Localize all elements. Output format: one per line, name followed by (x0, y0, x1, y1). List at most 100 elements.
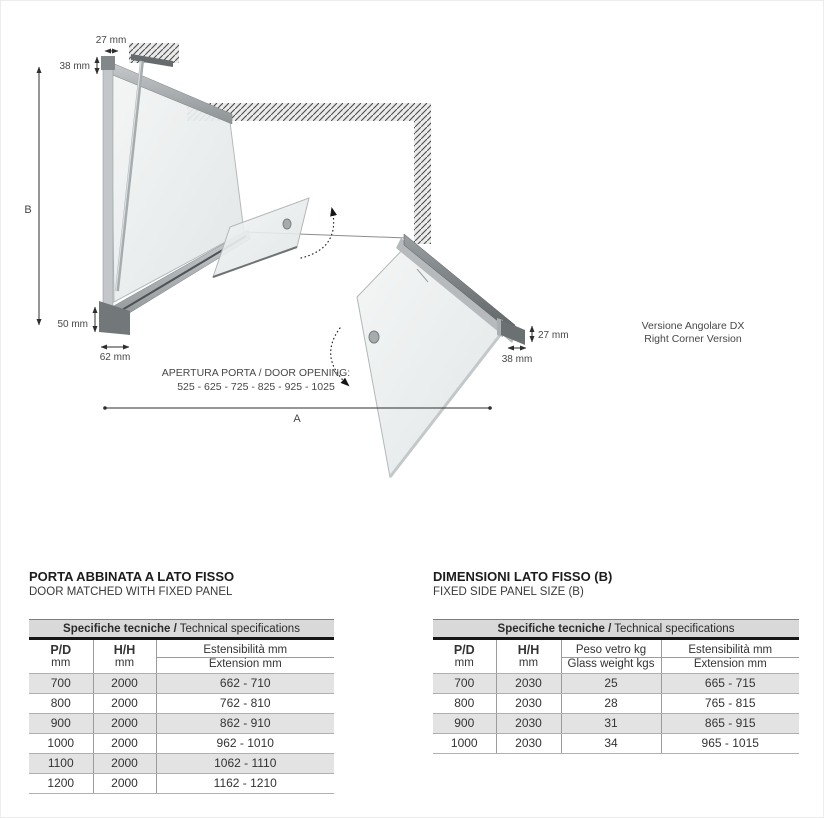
label-38mm-right: 38 mm (502, 354, 533, 365)
cell: 2000 (92, 693, 156, 714)
table-band: Specifiche tecniche / Technical specific… (29, 619, 334, 640)
label-38mm-top: 38 mm (59, 61, 90, 72)
table-row: 800 2030 28 765 - 815 (433, 693, 799, 714)
col-header: Estensibilità mm (155, 638, 334, 658)
hinged-door-right (356, 233, 525, 479)
label-27mm-top: 27 mm (96, 35, 127, 46)
cell: 862 - 910 (155, 713, 334, 734)
cell: 765 - 815 (660, 693, 799, 714)
cell: 800 (433, 693, 496, 714)
band-rest: Technical specifications (176, 623, 300, 635)
ceiling-mount-bar (131, 54, 173, 67)
door-handle-knob (368, 330, 380, 344)
cell: 1200 (29, 773, 93, 794)
door-opening-note-line1: APERTURA PORTA / DOOR OPENING: (162, 367, 350, 379)
cell: 865 - 915 (660, 713, 799, 734)
cell: 2000 (92, 713, 156, 734)
wall-profile-cap (101, 56, 115, 70)
cell: 800 (29, 693, 93, 714)
right-wall-hatch (414, 103, 431, 244)
col-unit: mm (92, 657, 156, 674)
col-header: H/H (495, 638, 561, 657)
cell: 1100 (29, 753, 93, 774)
table-row: 1100 2000 1062 - 1110 (29, 753, 334, 774)
label-50mm: 50 mm (57, 319, 88, 330)
col-header: Estensibilità mm (660, 638, 799, 658)
door-swing-arrow-up (300, 207, 337, 259)
top-wall-hatch (187, 103, 431, 121)
col-header: P/D (50, 643, 72, 657)
cell: 900 (29, 713, 93, 734)
cell: 2030 (495, 673, 561, 694)
cell: 25 (560, 673, 661, 694)
extension-rail-light (396, 238, 517, 343)
table-row: 900 2000 862 - 910 (29, 713, 334, 734)
door-edge-rail (212, 246, 298, 278)
door-opening-note-line2: 525 - 625 - 725 - 825 - 925 - 1025 (177, 381, 335, 393)
cell: 2030 (495, 693, 561, 714)
table-row: 1200 2000 1162 - 1210 (29, 773, 334, 794)
left-table-title: PORTA ABBINATA A LATO FISSO (29, 569, 235, 584)
door-front-edge (388, 329, 506, 478)
table-row: 1000 2000 962 - 1010 (29, 733, 334, 754)
col-unit: mm (495, 657, 561, 674)
dim-endpoint (103, 406, 107, 410)
floor-shoe (99, 301, 130, 335)
technical-diagram: 27 mm 38 mm B 50 mm 62 mm A 27 mm 38 mm … (24, 35, 745, 479)
table-row: 900 2030 31 865 - 915 (433, 713, 799, 734)
left-table-subtitle: DOOR MATCHED WITH FIXED PANEL (29, 586, 233, 598)
col-unit: Glass weight kgs (560, 657, 661, 674)
cell: 31 (560, 713, 661, 734)
cell: 1000 (433, 733, 496, 754)
door-handle-knob (282, 218, 292, 230)
cell: 2030 (495, 713, 561, 734)
fixed-panel (99, 54, 251, 335)
cell: 34 (560, 733, 661, 754)
col-header: Peso vetro kg (560, 638, 661, 658)
cell: 1000 (29, 733, 93, 754)
table-row: 800 2000 762 - 810 (29, 693, 334, 714)
band-bold: Specifiche tecniche / (497, 623, 612, 635)
cell: 2000 (92, 753, 156, 774)
table-band: Specifiche tecniche / Technical specific… (433, 619, 799, 640)
cell: 962 - 1010 (155, 733, 334, 754)
cell: 762 - 810 (155, 693, 334, 714)
cell: 2000 (92, 773, 156, 794)
left-spec-table: Specifiche tecniche / Technical specific… (29, 619, 334, 794)
right-table-title: DIMENSIONI LATO FISSO (B) (433, 569, 613, 584)
cell: 965 - 1015 (660, 733, 799, 754)
col-header: P/D (453, 643, 475, 657)
dimension-annotations (36, 48, 535, 410)
cell: 700 (433, 673, 496, 694)
cell: 28 (560, 693, 661, 714)
table-row: 700 2000 662 - 710 (29, 673, 334, 694)
wall-profile-right (501, 320, 525, 345)
cell: 665 - 715 (660, 673, 799, 694)
label-A: A (293, 413, 301, 425)
label-B: B (24, 204, 31, 216)
label-27mm-right: 27 mm (538, 330, 569, 341)
col-unit: mm (29, 657, 93, 674)
col-unit: mm (433, 657, 496, 674)
wall-profile-left (102, 57, 114, 309)
cell: 1062 - 1110 (155, 753, 334, 774)
band-rest: Technical specifications (611, 623, 735, 635)
cell: 700 (29, 673, 93, 694)
col-unit: Extension mm (660, 657, 799, 674)
cell: 1162 - 1210 (155, 773, 334, 794)
col-header: H/H (92, 638, 156, 657)
cell: 2000 (92, 733, 156, 754)
cell: 662 - 710 (155, 673, 334, 694)
dim-endpoint (488, 406, 492, 410)
version-note-line1: Versione Angolare DX (642, 320, 745, 332)
cell: 900 (433, 713, 496, 734)
hinged-door-left (212, 197, 310, 278)
table-row: 1000 2030 34 965 - 1015 (433, 733, 799, 754)
table-row: 700 2030 25 665 - 715 (433, 673, 799, 694)
cell: 2000 (92, 673, 156, 694)
band-bold: Specifiche tecniche / (63, 623, 177, 635)
support-brace-bar (115, 60, 144, 292)
cell: 2030 (495, 733, 561, 754)
col-unit: Extension mm (155, 657, 334, 674)
